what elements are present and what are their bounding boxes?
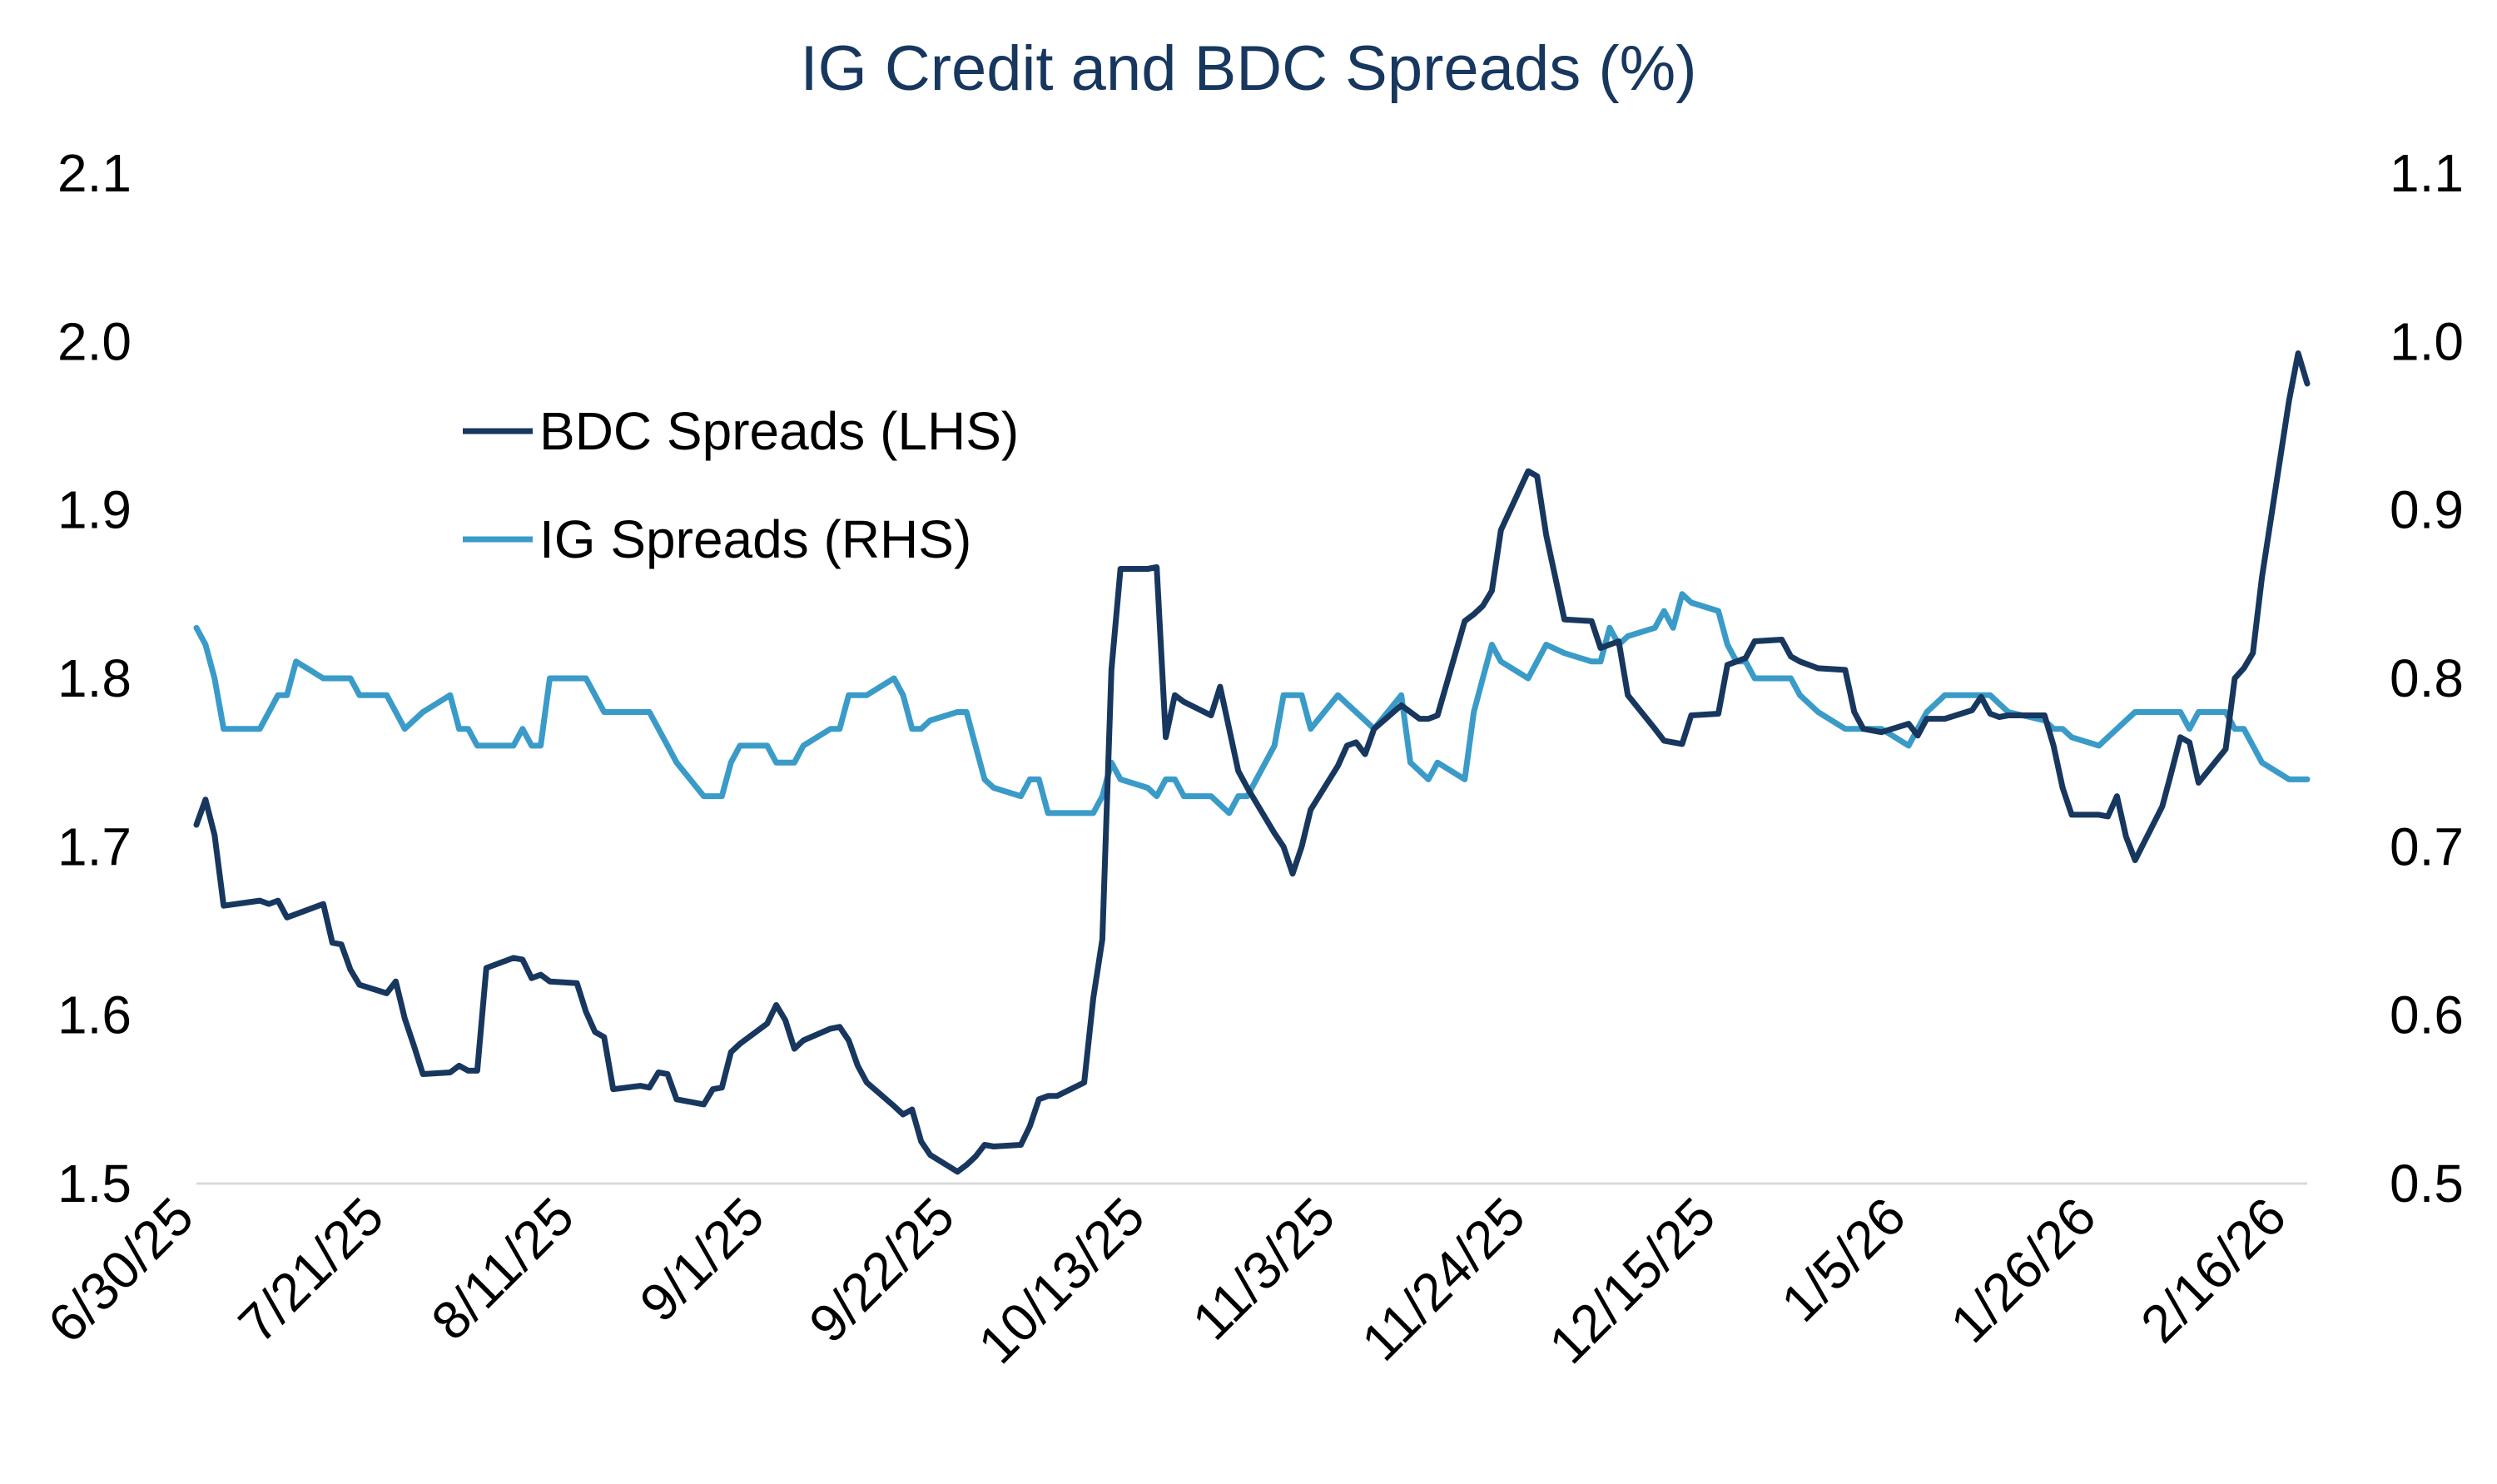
- legend-label: IG Spreads (RHS): [539, 509, 971, 569]
- x-tick-label: 1/5/26: [1770, 1186, 1917, 1333]
- x-tick-label: 7/21/25: [227, 1186, 395, 1354]
- series-lines: [193, 350, 2311, 1175]
- left-y-tick-label: 2.0: [57, 311, 132, 371]
- x-tick-label: 2/16/26: [2129, 1186, 2297, 1354]
- x-axis-ticks: 6/30/25 7/21/25 8/11/25 9/1/25 9/22/25 10/13/…: [37, 1186, 2297, 1375]
- x-tick-label: 9/1/25: [628, 1186, 776, 1333]
- x-tick-label: 11/24/25: [1350, 1186, 1536, 1372]
- left-y-axis-ticks: 1.5 1.6 1.7 1.8 1.9 2.0 2.1: [57, 143, 132, 1214]
- right-y-tick-label: 0.6: [2390, 985, 2464, 1045]
- chart-title: IG Credit and BDC Spreads (%): [800, 33, 1696, 104]
- left-y-tick-label: 1.7: [57, 816, 132, 876]
- right-y-tick-label: 0.9: [2390, 480, 2464, 540]
- right-y-tick-label: 0.7: [2390, 816, 2464, 876]
- legend: BDC Spreads (LHS) IG Spreads (RHS): [463, 401, 1019, 569]
- ig-spreads-line: [193, 591, 2311, 816]
- bdc-spreads-line: [193, 350, 2311, 1175]
- x-tick-label: 9/22/25: [797, 1186, 966, 1354]
- right-y-tick-label: 1.0: [2390, 311, 2464, 371]
- left-y-tick-label: 1.9: [57, 480, 132, 540]
- x-tick-label: 8/11/25: [419, 1186, 585, 1352]
- right-y-tick-label: 0.5: [2390, 1154, 2464, 1214]
- x-tick-label: 1/26/26: [1939, 1186, 2107, 1354]
- left-y-tick-label: 1.8: [57, 648, 132, 708]
- left-y-tick-label: 1.6: [57, 985, 132, 1045]
- left-y-tick-label: 2.1: [57, 143, 132, 203]
- right-y-axis-ticks: 0.5 0.6 0.7 0.8 0.9 1.0 1.1: [2390, 143, 2464, 1214]
- x-tick-label: 11/3/25: [1181, 1186, 1347, 1352]
- x-tick-label: 10/13/25: [967, 1186, 1156, 1375]
- left-y-tick-label: 1.5: [57, 1154, 132, 1214]
- legend-label: BDC Spreads (LHS): [539, 401, 1019, 461]
- right-y-tick-label: 1.1: [2390, 143, 2464, 203]
- right-y-tick-label: 0.8: [2390, 648, 2464, 708]
- x-tick-label: 12/15/25: [1537, 1186, 1726, 1375]
